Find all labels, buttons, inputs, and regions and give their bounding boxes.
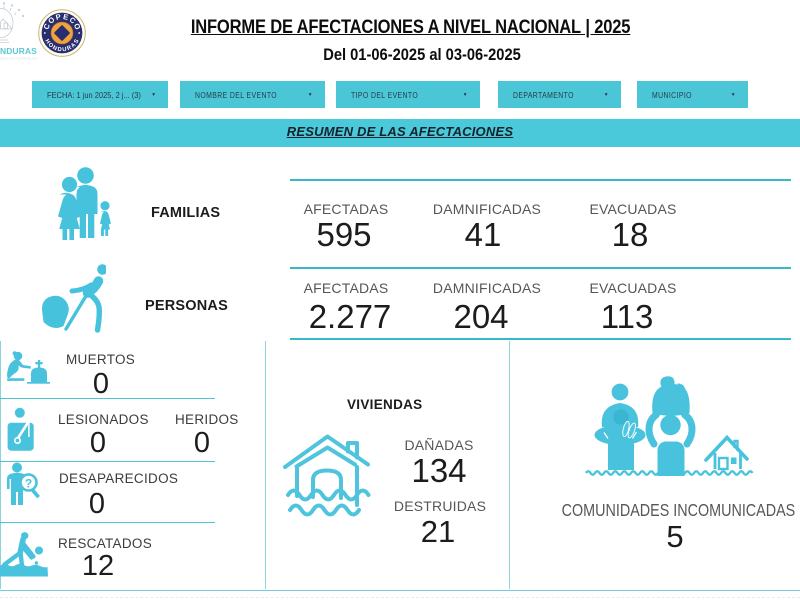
svg-text:E: E	[62, 12, 69, 22]
svg-text:C: C	[68, 15, 78, 26]
svg-text:?: ?	[25, 477, 32, 491]
svg-text:A: A	[70, 41, 78, 49]
svg-text:D: D	[57, 47, 62, 54]
svg-text:R: R	[66, 45, 73, 53]
svg-text:U: U	[62, 47, 67, 54]
svg-text:C: C	[42, 22, 53, 31]
svg-text:O: O	[47, 42, 55, 50]
svg-text:O: O	[72, 22, 83, 31]
svg-text:N: N	[51, 45, 57, 52]
svg-text:GOBIERNO DE LA REPUBLICA: GOBIERNO DE LA REPUBLICA	[0, 57, 37, 61]
svg-text:O: O	[46, 15, 56, 26]
svg-text:H: H	[43, 38, 50, 45]
svg-text:S: S	[73, 38, 80, 44]
svg-text:P: P	[55, 12, 62, 22]
